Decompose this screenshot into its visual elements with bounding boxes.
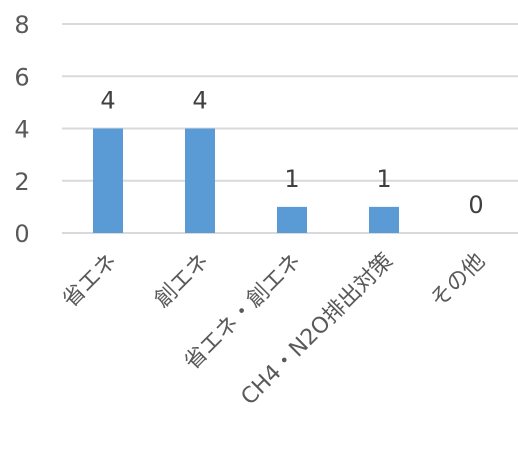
x-category-label: 創エネ [150,249,214,313]
bar-3 [369,206,399,233]
bar-0 [93,128,123,233]
bars [93,128,399,233]
data-labels: 4 4 1 1 0 [100,87,483,220]
y-tick-label: 8 [14,11,29,39]
y-axis-ticks: 0 2 4 6 8 [14,11,29,248]
data-label: 4 [192,87,207,115]
data-label: 4 [100,87,115,115]
gridlines [62,23,518,234]
y-tick-label: 2 [14,168,29,196]
x-category-label: 省エネ [58,249,122,313]
bar-1 [185,128,215,233]
y-tick-label: 0 [14,220,29,248]
data-label: 0 [468,191,483,219]
data-label: 1 [376,165,391,193]
y-tick-label: 6 [14,63,29,91]
x-category-label: その他 [426,249,490,313]
data-label: 1 [284,165,299,193]
bar-2 [277,206,307,233]
x-category-label: CH4・N2O排出対策 [237,249,399,411]
y-tick-label: 4 [14,116,29,144]
